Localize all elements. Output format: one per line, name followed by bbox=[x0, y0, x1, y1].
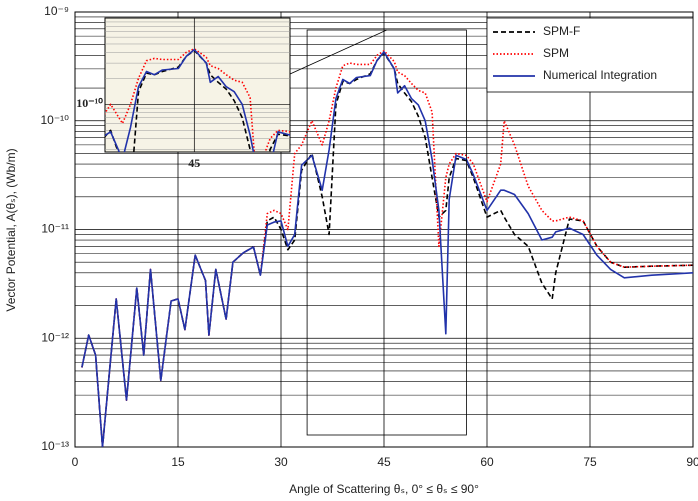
inset-background bbox=[104, 17, 291, 153]
x-tick-label: 60 bbox=[480, 455, 494, 469]
inset-grid bbox=[105, 18, 290, 152]
plot-frame bbox=[74, 11, 694, 448]
inset-y-tick-label: 10⁻¹⁰ bbox=[76, 96, 103, 110]
x-tick-label: 90 bbox=[686, 455, 698, 469]
y-tick-label: 10⁻¹³ bbox=[41, 439, 69, 453]
series-line bbox=[81, 50, 693, 447]
legend-label: SPM bbox=[543, 46, 569, 60]
legend-box bbox=[486, 17, 694, 93]
y-tick-label: 10⁻¹² bbox=[41, 330, 69, 344]
legend-label: SPM-F bbox=[543, 24, 580, 38]
x-tick-label: 0 bbox=[72, 455, 79, 469]
series-line bbox=[81, 51, 693, 447]
x-axis-label: Angle of Scattering θₛ, 0° ≤ θₛ ≤ 90° bbox=[289, 482, 479, 496]
y-tick-label: 10⁻¹⁰ bbox=[41, 113, 70, 127]
zoom-connector bbox=[289, 29, 387, 75]
x-tick-label: 15 bbox=[171, 455, 185, 469]
series-line bbox=[105, 48, 290, 152]
y-tick-label: 10⁻¹¹ bbox=[41, 222, 69, 236]
inset-x-tick-label: 45 bbox=[188, 156, 200, 170]
y-axis-label: Vector Potential, A(θₛ), (Wb/m) bbox=[4, 148, 18, 311]
x-tick-label: 75 bbox=[583, 455, 597, 469]
plot-lines bbox=[81, 50, 693, 447]
x-tick-label: 45 bbox=[377, 455, 391, 469]
y-tick-label: 10⁻⁹ bbox=[44, 4, 69, 18]
legend-label: Numerical Integration bbox=[543, 68, 657, 82]
zoom-box bbox=[306, 29, 467, 436]
series-line bbox=[105, 48, 290, 152]
x-tick-label: 30 bbox=[274, 455, 288, 469]
inset-lines bbox=[105, 48, 290, 152]
